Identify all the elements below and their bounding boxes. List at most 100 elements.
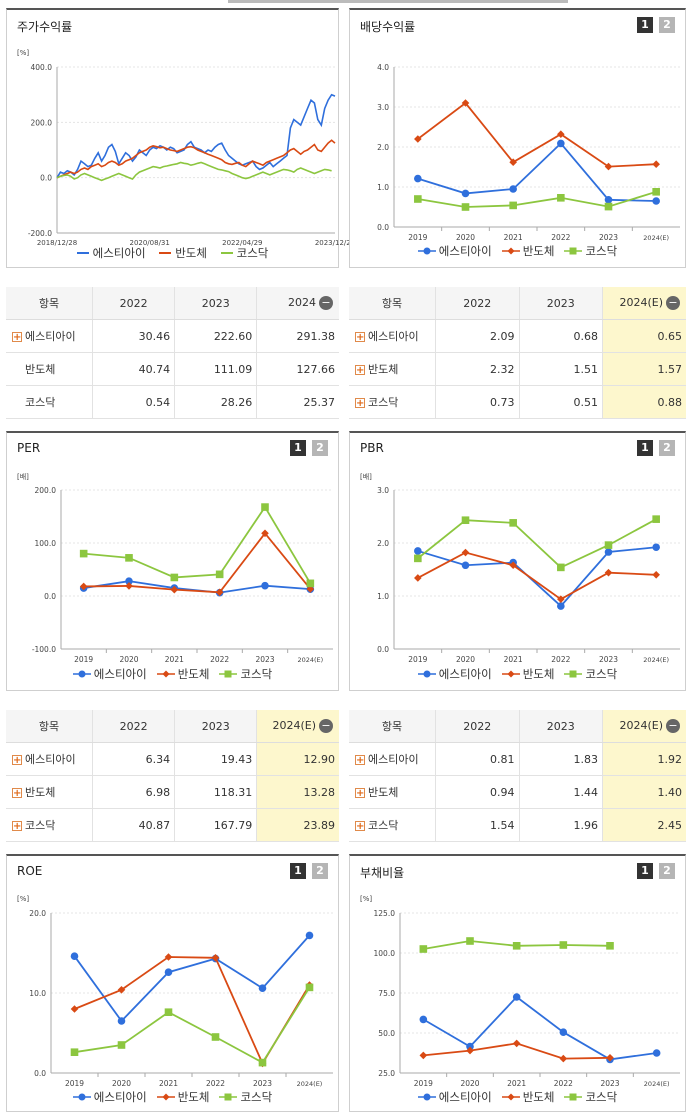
expand-row-icon[interactable]: +	[12, 821, 22, 832]
data-point	[557, 602, 565, 610]
collapse-column-icon[interactable]: −	[319, 296, 333, 310]
legend-item[interactable]: 코스닥	[564, 1089, 617, 1105]
data-point	[419, 1051, 428, 1060]
roe-chart: 20.0 10.0 0.0 2019 2020 2021 2022 2023 2024(E)	[29, 909, 333, 1088]
legend-item[interactable]: 반도체	[501, 666, 554, 682]
expand-row-icon[interactable]: +	[355, 788, 365, 799]
expand-row-icon[interactable]: +	[355, 332, 365, 343]
y-tick-label: 125.0	[374, 909, 396, 918]
row-name-label: 반도체	[25, 363, 56, 376]
data-point	[461, 516, 470, 525]
page-switcher: 1 2	[637, 863, 675, 879]
value-cell: 13.28	[256, 775, 339, 809]
collapse-column-icon[interactable]: −	[666, 719, 680, 733]
panel-title: PBR	[360, 441, 384, 455]
table-row: + 반도체 0.94 1.44 1.40	[349, 775, 686, 809]
column-header-year: 2024−	[256, 287, 339, 320]
page-1-button[interactable]: 1	[637, 863, 653, 879]
row-name-cell[interactable]: + 에스티아이	[6, 742, 93, 776]
row-name-cell[interactable]: + 코스닥	[349, 385, 436, 419]
row-name-cell[interactable]: + 코스닥	[6, 808, 93, 842]
value-cell: 222.60	[174, 319, 257, 353]
row-name-cell[interactable]: + 에스티아이	[6, 319, 93, 353]
legend-item[interactable]: 에스티아이	[417, 1089, 492, 1105]
page-2-button[interactable]: 2	[312, 440, 328, 456]
legend-label: 반도체	[522, 244, 555, 258]
series-line-1	[417, 551, 657, 601]
pbr-table: 항목 2022 2023 2024(E) − + 에스티아이 0.81 1.83 1.92 + 반도체…	[349, 710, 686, 842]
data-point	[117, 986, 126, 994]
expand-row-icon[interactable]: +	[355, 755, 365, 766]
legend-item[interactable]: 에스티아이	[417, 666, 492, 682]
data-point	[70, 1005, 79, 1013]
legend-item[interactable]: 코스닥	[564, 666, 617, 682]
legend-label: 코스닥	[585, 244, 618, 258]
page-2-button[interactable]: 2	[659, 17, 675, 33]
x-tick-label: 2021	[165, 655, 184, 664]
data-point	[557, 130, 565, 138]
value-cell: 167.79	[174, 808, 257, 842]
expand-row-icon[interactable]: +	[12, 788, 22, 799]
data-point	[557, 139, 565, 148]
x-tick-label: 2023	[599, 233, 618, 242]
collapse-column-icon[interactable]: −	[666, 296, 680, 310]
row-name-cell[interactable]: + 에스티아이	[349, 742, 436, 776]
legend-label: 에스티아이	[93, 667, 147, 681]
data-point	[466, 1042, 474, 1051]
data-point	[604, 196, 613, 204]
legend-item-kosdaq[interactable]: 코스닥	[220, 245, 269, 261]
value-cell: 40.74	[91, 352, 175, 386]
legend-item[interactable]: 반도체	[501, 243, 555, 259]
chart-legend: 에스티아이 반도체 코스닥	[7, 1089, 338, 1105]
legend-item[interactable]: 반도체	[501, 1089, 554, 1105]
y-tick-label: 0.0	[377, 223, 389, 232]
y-tick-label: 2.0	[377, 539, 389, 548]
page-switcher: 1 2	[290, 440, 328, 456]
legend-item[interactable]: 반도체	[156, 1089, 209, 1105]
legend-item[interactable]: 코스닥	[219, 1089, 272, 1105]
legend-item[interactable]: 반도체	[156, 666, 209, 682]
page-1-button[interactable]: 1	[637, 17, 653, 33]
data-point	[606, 1054, 614, 1062]
page-2-button[interactable]: 2	[312, 863, 328, 879]
expand-row-icon[interactable]: +	[355, 365, 365, 376]
debt-ratio-panel: 부채비율 1 2 [%] 125.0 100.0 75.0 50.0 25.0 2019 2…	[349, 854, 686, 1112]
data-point	[164, 1008, 173, 1016]
row-name-cell[interactable]: + 코스닥	[349, 808, 436, 842]
page-1-button[interactable]: 1	[290, 863, 306, 879]
row-name-cell[interactable]: + 에스티아이	[349, 319, 436, 353]
page-1-button[interactable]: 1	[637, 440, 653, 456]
page-2-button[interactable]: 2	[659, 440, 675, 456]
column-header-item: 항목	[349, 287, 436, 320]
page-2-button[interactable]: 2	[659, 863, 675, 879]
legend-item-esti[interactable]: 에스티아이	[76, 245, 146, 261]
expand-row-icon[interactable]: +	[355, 821, 365, 832]
data-point	[211, 954, 220, 962]
expand-row-icon[interactable]: +	[355, 398, 365, 409]
x-tick-label: 2021	[504, 655, 523, 664]
page-switcher: 1 2	[290, 863, 328, 879]
data-point	[557, 563, 565, 572]
row-name-cell[interactable]: + 반도체	[349, 775, 436, 809]
legend-item[interactable]: 에스티아이	[72, 1089, 147, 1105]
data-point	[414, 554, 422, 563]
legend-item-semi[interactable]: 반도체	[159, 245, 207, 261]
legend-label: 에스티아이	[93, 1090, 147, 1104]
data-point	[652, 1049, 661, 1057]
x-tick-label: 2019	[65, 1079, 84, 1088]
collapse-column-icon[interactable]: −	[319, 719, 333, 733]
row-name-cell[interactable]: + 반도체	[6, 775, 93, 809]
x-tick-label: 2024(E)	[297, 656, 323, 664]
legend-item[interactable]: 코스닥	[564, 243, 617, 259]
value-cell: 127.66	[256, 352, 339, 386]
page-1-button[interactable]: 1	[290, 440, 306, 456]
expand-row-icon[interactable]: +	[12, 755, 22, 766]
legend-item[interactable]: 에스티아이	[417, 243, 492, 259]
row-name-cell[interactable]: + 반도체	[349, 352, 436, 386]
legend-label: 코스닥	[236, 246, 269, 260]
legend-item[interactable]: 에스티아이	[72, 666, 147, 682]
y-tick-label: 400.0	[31, 63, 53, 72]
expand-row-icon[interactable]: +	[12, 332, 22, 343]
legend-item[interactable]: 코스닥	[219, 666, 272, 682]
dividend-chart: 4.0 3.0 2.0 1.0 0.0 2019 2020 2021 2022 2023 2024(…	[377, 63, 680, 242]
